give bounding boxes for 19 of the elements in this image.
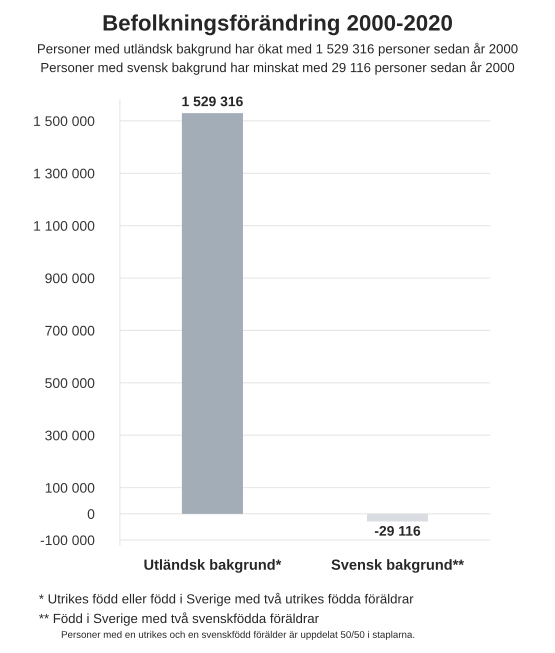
y-tick-label: 700 000 xyxy=(45,326,94,336)
y-tick-label: 1 300 000 xyxy=(34,168,94,178)
y-tick-label: 100 000 xyxy=(46,482,94,493)
data-label: 1 529 316 xyxy=(182,96,243,106)
y-tick-label: 1 500 000 xyxy=(34,116,94,126)
chart-title: Befolkningsförändring 2000-2020 xyxy=(104,14,452,36)
x-tick-label: Svensk bakgrund** xyxy=(331,559,464,573)
y-tick-label: 1 100 000 xyxy=(34,220,94,231)
y-tick-label: 0 xyxy=(88,509,94,519)
y-tick-label: 500 000 xyxy=(45,378,94,388)
y-tick-label: -100 000 xyxy=(40,535,94,546)
data-label: -29 116 xyxy=(374,526,420,536)
x-tick-label: Utländsk bakgrund* xyxy=(144,559,282,573)
y-tick-label: 900 000 xyxy=(45,273,94,284)
text: ** Född i Sverige med två svenskfödda föräldrar xyxy=(39,612,319,626)
text: Personer med en utrikes och en svenskfödd förälder är uppdelat 50/50 i staplarna. xyxy=(62,630,414,640)
chart-subtitle: Personer med utländsk bakgrund har ökat med 1 529 316 personer sedan år 2000 Personer med svensk bakgrund har minskat med 29 116 personer sedan år 2000 xyxy=(38,42,518,75)
y-tick-label: 300 000 xyxy=(45,430,94,440)
text: * Utrikes född eller född i Sverige med två utrikes födda föräldrar xyxy=(39,592,414,606)
